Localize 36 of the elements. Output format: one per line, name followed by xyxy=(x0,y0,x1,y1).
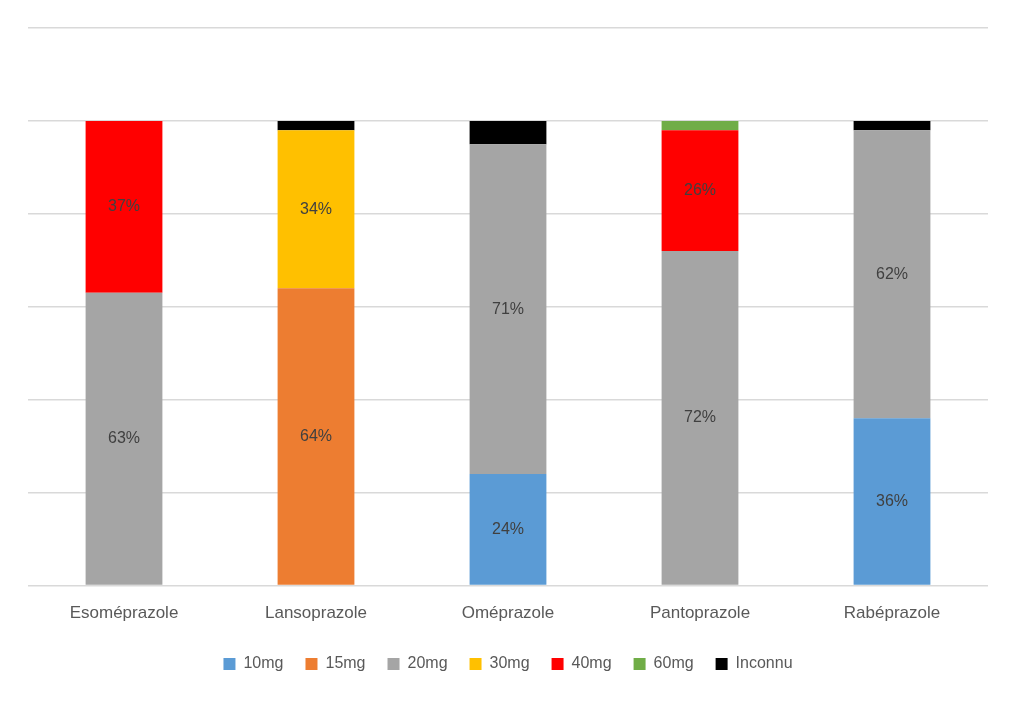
data-label: 71% xyxy=(491,299,525,317)
x-tick-label: Oméprazole xyxy=(461,603,555,623)
data-label: 34% xyxy=(299,199,333,217)
bar xyxy=(469,144,547,475)
data-label: 37% xyxy=(107,197,141,215)
data-label: 63% xyxy=(107,429,141,447)
bar xyxy=(661,251,739,585)
data-label: 64% xyxy=(299,426,333,444)
bar xyxy=(277,288,355,585)
bar xyxy=(853,418,931,585)
bar xyxy=(469,120,547,145)
legend-label: 10mg xyxy=(243,654,284,672)
x-tick-label: Rabéprazole xyxy=(843,603,941,623)
data-label: 26% xyxy=(683,181,717,199)
legend-label: 20mg xyxy=(407,654,448,672)
legend-label: 30mg xyxy=(489,654,530,672)
bar xyxy=(277,130,355,289)
legend-label: 15mg xyxy=(325,654,366,672)
legend-label: Inconnu xyxy=(735,654,793,672)
data-label: 72% xyxy=(683,408,717,426)
bar xyxy=(661,130,739,252)
bar xyxy=(85,120,163,293)
legend-label: 40mg xyxy=(571,654,612,672)
data-label: 62% xyxy=(875,264,909,282)
legend-label: 60mg xyxy=(653,654,694,672)
bar xyxy=(277,120,355,131)
bar xyxy=(853,130,931,419)
bar xyxy=(661,120,739,131)
x-tick-label: Lansoprazole xyxy=(264,603,368,623)
data-label: 24% xyxy=(491,519,525,537)
bar xyxy=(469,474,547,585)
bar xyxy=(85,292,163,585)
x-tick-label: Esoméprazole xyxy=(69,603,179,623)
data-label: 36% xyxy=(875,491,909,509)
x-tick-label: Pantoprazole xyxy=(649,603,751,623)
bar xyxy=(853,120,931,131)
